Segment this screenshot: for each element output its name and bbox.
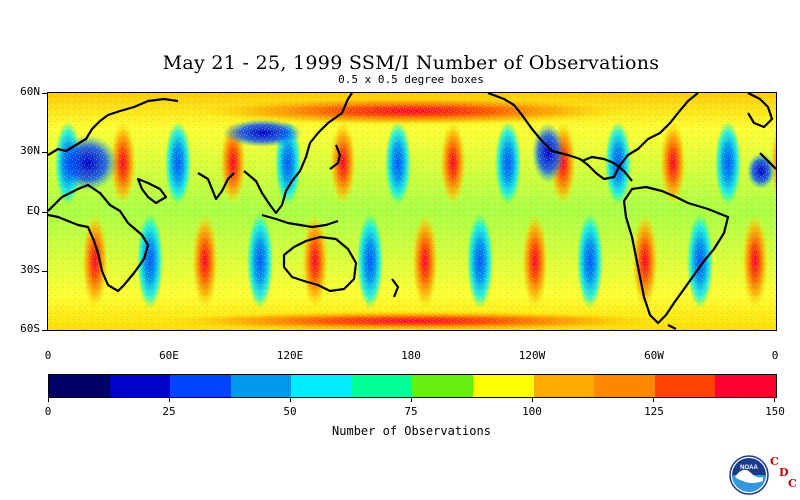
coast-africa-west: [759, 152, 776, 170]
colorbar: [48, 374, 777, 398]
noaa-logo-text: NOAA: [740, 465, 758, 471]
coast-se-asia: [243, 93, 353, 215]
colorbar-tick: [290, 397, 291, 402]
coast-japan: [329, 144, 342, 170]
noaa-logo: NOAA: [729, 455, 769, 495]
map-canvas: [48, 93, 776, 330]
colorbar-segment-5: [351, 375, 413, 397]
colorbar-label-25: 25: [162, 405, 176, 418]
lat-label-60n: 60N: [20, 85, 40, 98]
colorbar-segment-7: [473, 375, 534, 397]
colorbar-label-75: 75: [404, 405, 418, 418]
colorbar-segment-2: [170, 375, 231, 397]
lon-label-60e: 60E: [159, 349, 179, 362]
colorbar-tick: [532, 397, 533, 402]
lat-label-eq: EQ: [26, 204, 40, 217]
observation-map: [47, 92, 777, 331]
colorbar-label-100: 100: [522, 405, 542, 418]
coast-south-america: [622, 185, 730, 325]
colorbar-segment-10: [654, 375, 716, 397]
lat-tick: [42, 271, 48, 272]
lon-label-0: 0: [44, 349, 52, 362]
lon-label-60w: 60W: [644, 349, 664, 362]
colorbar-segment-8: [533, 375, 595, 397]
colorbar-tick: [774, 397, 775, 402]
colorbar-label-50: 50: [283, 405, 297, 418]
colorbar-label-150: 150: [765, 405, 785, 418]
lat-tick: [42, 152, 48, 153]
colorbar-segment-11: [715, 375, 776, 397]
colorbar-title: Number of Observations: [332, 424, 491, 438]
coast-india: [197, 172, 235, 201]
coast-new-zealand: [391, 278, 400, 298]
colorbar-segment-9: [594, 375, 655, 397]
cdc-letter-c1: C: [770, 455, 779, 468]
lat-label-30n: 30N: [20, 144, 40, 157]
colorbar-label-125: 125: [644, 405, 664, 418]
colorbar-tick: [48, 397, 49, 402]
lat-tick: [42, 212, 48, 213]
cdc-letter-c2: C: [788, 477, 797, 490]
map-title: May 21 - 25, 1999 SSM/I Number of Observ…: [162, 52, 660, 74]
coast-arabia: [136, 177, 168, 205]
coast-greenland: [747, 93, 774, 129]
coast-australia: [282, 235, 358, 293]
colorbar-segment-0: [49, 375, 110, 397]
lon-label-120w: 120W: [518, 349, 546, 362]
cdc-letter-d: D: [779, 466, 789, 479]
coast-north-america: [487, 93, 699, 181]
colorbar-tick: [411, 397, 412, 402]
colorbar-tick: [653, 397, 654, 402]
lat-tick: [42, 330, 48, 331]
coast-europe: [48, 97, 179, 156]
lon-label-120e: 120E: [276, 349, 304, 362]
map-subtitle: 0.5 x 0.5 degree boxes: [338, 73, 484, 86]
coast-africa: [48, 183, 150, 293]
coastlines: [48, 93, 776, 330]
lat-label-60s: 60S: [20, 322, 40, 335]
colorbar-segment-6: [412, 375, 474, 397]
lon-label-0-end: 0: [771, 349, 779, 362]
colorbar-label-0: 0: [44, 405, 52, 418]
map-texture: [48, 93, 776, 330]
colorbar-segment-1: [109, 375, 171, 397]
colorbar-segment-3: [230, 375, 292, 397]
lat-label-30s: 30S: [20, 263, 40, 276]
lat-tick: [42, 93, 48, 94]
coast-gulf-mexico: [581, 155, 633, 182]
colorbar-tick: [169, 397, 170, 402]
lon-label-180: 180: [401, 349, 421, 362]
coast-antarctic-tip: [667, 324, 677, 330]
colorbar-segment-4: [291, 375, 352, 397]
coast-indonesia: [261, 213, 339, 229]
